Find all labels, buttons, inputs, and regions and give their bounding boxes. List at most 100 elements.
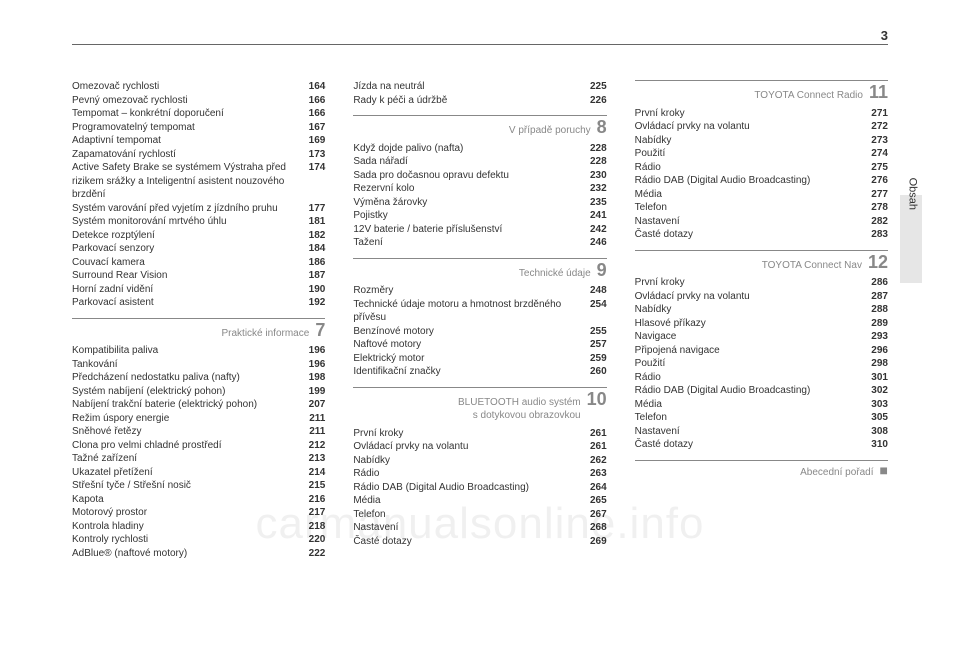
toc-entry: Parkovací asistent192 (72, 296, 325, 310)
toc-entry: Sada pro dočasnou opravu defektu230 (353, 169, 606, 183)
section-9-head: Technické údaje 9 (353, 261, 606, 281)
toc-entry: Tempomat – konkrétní doporučení166 (72, 107, 325, 121)
toc-entry: Systém varování před vyjetím z jízdního … (72, 202, 325, 216)
toc-entry: Připojená navigace296 (635, 344, 888, 358)
toc-label: Použití (635, 357, 872, 371)
toc-page: 261 (590, 427, 607, 441)
section-8: V případě poruchy 8 Když dojde palivo (n… (353, 115, 606, 250)
toc-label: Použití (635, 147, 872, 161)
toc-page: 222 (309, 547, 326, 561)
toc-page: 167 (309, 121, 326, 135)
section-7: Praktické informace 7 Kompatibilita pali… (72, 318, 325, 561)
section-10-head: BLUETOOTH audio systém s dotykovou obraz… (353, 390, 606, 423)
page-number: 3 (881, 28, 888, 43)
toc-entry: Active Safety Brake se systémem Výstraha… (72, 161, 325, 202)
toc-entry: Nabíjení trakční baterie (elektrický poh… (72, 398, 325, 412)
toc-label: Nabídky (353, 454, 590, 468)
toc-page: 241 (590, 209, 607, 223)
toc-label: Adaptivní tempomat (72, 134, 309, 148)
toc-entry: Couvací kamera186 (72, 256, 325, 270)
toc-page: 166 (309, 94, 326, 108)
top-rule (72, 44, 888, 45)
toc-label: Benzínové motory (353, 325, 590, 339)
toc-page: 214 (309, 466, 326, 480)
toc-page: 190 (309, 283, 326, 297)
toc-entry: Média265 (353, 494, 606, 508)
toc-entry: Ovládací prvky na volantu261 (353, 440, 606, 454)
toc-entry: Nabídky262 (353, 454, 606, 468)
toc-entry: Kapota216 (72, 493, 325, 507)
toc-entry: Motorový prostor217 (72, 506, 325, 520)
toc-label: Tempomat – konkrétní doporučení (72, 107, 309, 121)
toc-label: Rádio DAB (Digital Audio Broadcasting) (635, 384, 872, 398)
toc-label: První kroky (635, 276, 872, 290)
toc-label: Časté dotazy (635, 438, 872, 452)
toc-label: Programovatelný tempomat (72, 121, 309, 135)
toc-page: 277 (871, 188, 888, 202)
toc-page: 216 (309, 493, 326, 507)
toc-page: 265 (590, 494, 607, 508)
toc-page: 199 (309, 385, 326, 399)
toc-page: 286 (871, 276, 888, 290)
toc-entry: Nabídky288 (635, 303, 888, 317)
toc-label: Telefon (353, 508, 590, 522)
toc-page: 212 (309, 439, 326, 453)
column-3: TOYOTA Connect Radio 11 První kroky271Ov… (635, 80, 888, 609)
toc-page: 303 (871, 398, 888, 412)
toc-entry: Tažení246 (353, 236, 606, 250)
toc-entry: Rádio275 (635, 161, 888, 175)
toc-entry: Sada nářadí228 (353, 155, 606, 169)
toc-page: 246 (590, 236, 607, 250)
toc-entry: Clona pro velmi chladné prostředí212 (72, 439, 325, 453)
toc-page: 298 (871, 357, 888, 371)
section-11-title: TOYOTA Connect Radio (754, 89, 863, 103)
toc-page: 262 (590, 454, 607, 468)
toc-page: 217 (309, 506, 326, 520)
toc-entry: Benzínové motory255 (353, 325, 606, 339)
toc-label: Sada nářadí (353, 155, 590, 169)
toc-entry: Systém nabíjení (elektrický pohon)199 (72, 385, 325, 399)
section-8-head: V případě poruchy 8 (353, 118, 606, 138)
toc-label: Výměna žárovky (353, 196, 590, 210)
toc-page: 288 (871, 303, 888, 317)
toc-entry: 12V baterie / baterie příslušenství242 (353, 223, 606, 237)
toc-page: 211 (309, 412, 325, 426)
section-10: BLUETOOTH audio systém s dotykovou obraz… (353, 387, 606, 549)
toc-entry: Nabídky273 (635, 134, 888, 148)
side-label: Obsah (906, 178, 918, 210)
toc-entry: Pevný omezovač rychlosti166 (72, 94, 325, 108)
toc-entry: Horní zadní vidění190 (72, 283, 325, 297)
toc-page: 184 (309, 242, 326, 256)
toc-page: 218 (309, 520, 326, 534)
toc-label: Nabídky (635, 134, 872, 148)
section-rule (353, 258, 606, 259)
col3-s12-list: První kroky286Ovládací prvky na volantu2… (635, 276, 888, 452)
col3-s11-list: První kroky271Ovládací prvky na volantu2… (635, 107, 888, 242)
toc-label: AdBlue® (naftové motory) (72, 547, 309, 561)
toc-entry: Výměna žárovky235 (353, 196, 606, 210)
toc-label: Připojená navigace (635, 344, 872, 358)
toc-label: Ovládací prvky na volantu (353, 440, 590, 454)
toc-page: 255 (590, 325, 607, 339)
toc-page: 261 (590, 440, 607, 454)
toc-label: Média (635, 188, 872, 202)
toc-label: Parkovací senzory (72, 242, 309, 256)
toc-entry: Rádio DAB (Digital Audio Broadcasting)26… (353, 481, 606, 495)
toc-label: Systém nabíjení (elektrický pohon) (72, 385, 309, 399)
toc-label: Technické údaje motoru a hmotnost brzděn… (353, 298, 590, 325)
page: 3 Obsah Omezovač rychlosti164Pevný omezo… (0, 0, 960, 649)
toc-entry: Nastavení268 (353, 521, 606, 535)
toc-label: Elektrický motor (353, 352, 590, 366)
toc-entry: Zapamatování rychlostí173 (72, 148, 325, 162)
column-1: Omezovač rychlosti164Pevný omezovač rych… (72, 80, 325, 609)
section-11-head: TOYOTA Connect Radio 11 (635, 83, 888, 103)
toc-label: Zapamatování rychlostí (72, 148, 309, 162)
toc-entry: Hlasové příkazy289 (635, 317, 888, 331)
toc-label: 12V baterie / baterie příslušenství (353, 223, 590, 237)
toc-page: 186 (309, 256, 326, 270)
toc-page: 259 (590, 352, 607, 366)
toc-label: Clona pro velmi chladné prostředí (72, 439, 309, 453)
toc-page: 174 (309, 161, 326, 175)
toc-entry: První kroky271 (635, 107, 888, 121)
col2-top-list: Jízda na neutrál225Rady k péči a údržbě2… (353, 80, 606, 107)
